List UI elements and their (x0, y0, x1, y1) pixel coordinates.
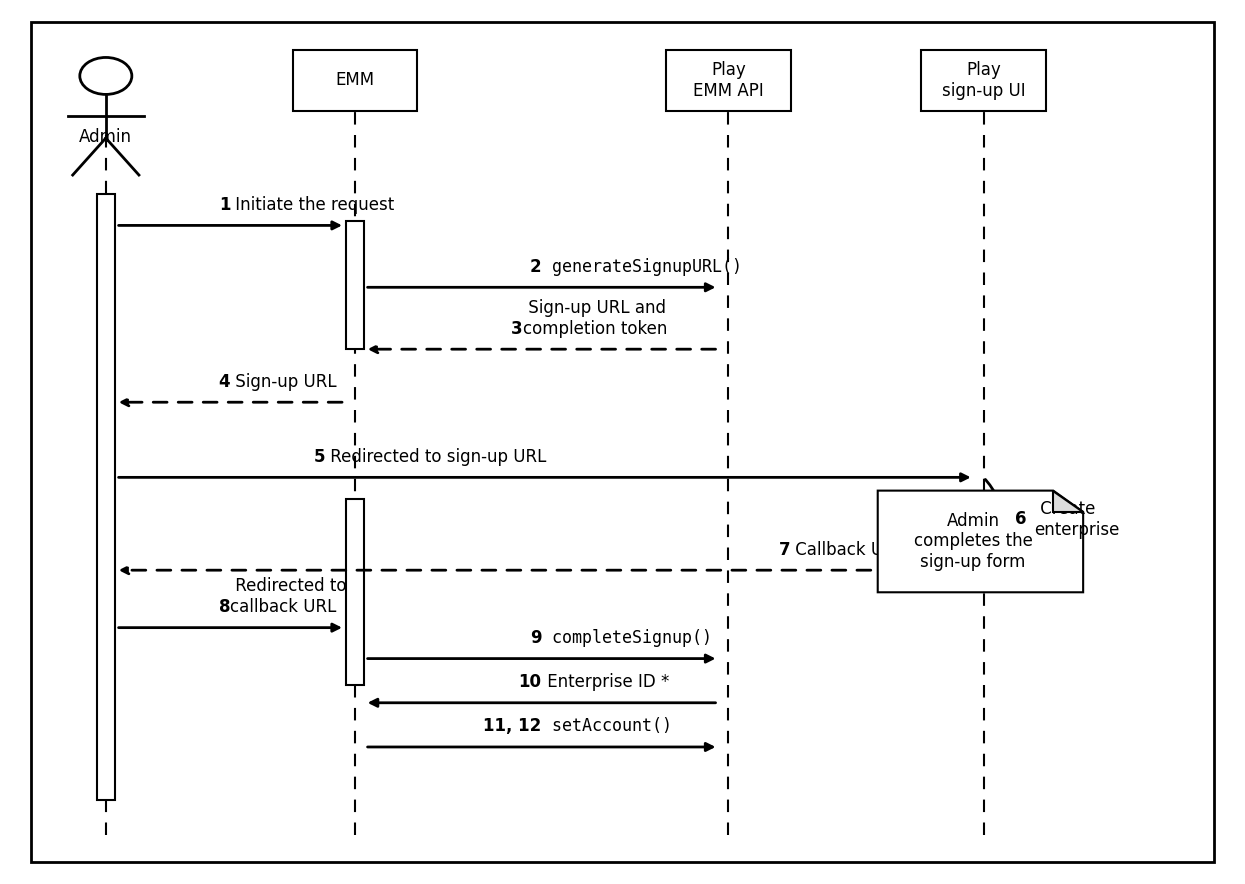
Text: Redirected to sign-up URL: Redirected to sign-up URL (325, 448, 547, 466)
Text: Sign-up URL and
completion token: Sign-up URL and completion token (523, 299, 667, 338)
Text: 1: 1 (219, 196, 230, 214)
Text: 7: 7 (779, 541, 791, 559)
Bar (346, 499, 364, 685)
Text: Admin: Admin (80, 128, 132, 146)
Polygon shape (878, 491, 1083, 592)
Text: Callback URL and enterprise token: Callback URL and enterprise token (791, 541, 1083, 559)
Text: Play
EMM API: Play EMM API (693, 61, 763, 100)
Bar (666, 50, 791, 110)
Bar (346, 221, 364, 349)
Text: 3: 3 (512, 320, 523, 338)
Text: Play
sign-up UI: Play sign-up UI (941, 61, 1026, 100)
Text: 5: 5 (314, 448, 325, 466)
Text: generateSignupURL(): generateSignupURL() (542, 258, 742, 276)
Text: 9: 9 (530, 629, 542, 647)
Text: Create
enterprise: Create enterprise (1035, 500, 1120, 538)
Bar (921, 50, 1046, 110)
Text: Admin
completes the
sign-up form: Admin completes the sign-up form (914, 512, 1032, 571)
Text: EMM: EMM (335, 72, 375, 89)
Text: 8: 8 (219, 598, 230, 616)
Bar (293, 50, 417, 110)
Text: 10: 10 (519, 674, 542, 691)
Bar (97, 194, 115, 800)
Text: setAccount(): setAccount() (542, 718, 671, 735)
FancyBboxPatch shape (31, 22, 1214, 862)
Polygon shape (1053, 491, 1083, 512)
Text: 2: 2 (530, 258, 542, 276)
Text: 6: 6 (1015, 510, 1026, 529)
Text: Sign-up URL: Sign-up URL (230, 373, 337, 391)
Text: 11, 12: 11, 12 (483, 718, 542, 735)
Text: Enterprise ID *: Enterprise ID * (542, 674, 669, 691)
Text: 4: 4 (219, 373, 230, 391)
Text: Initiate the request: Initiate the request (230, 196, 395, 214)
Text: Redirected to
callback URL: Redirected to callback URL (230, 577, 347, 616)
Text: completeSignup(): completeSignup() (542, 629, 712, 647)
